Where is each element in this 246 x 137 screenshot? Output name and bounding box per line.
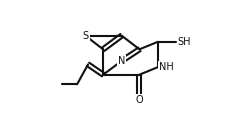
Text: N: N [118,56,125,66]
Text: S: S [82,31,88,41]
Text: NH: NH [159,62,174,72]
Text: SH: SH [178,37,191,47]
Text: O: O [136,95,143,105]
